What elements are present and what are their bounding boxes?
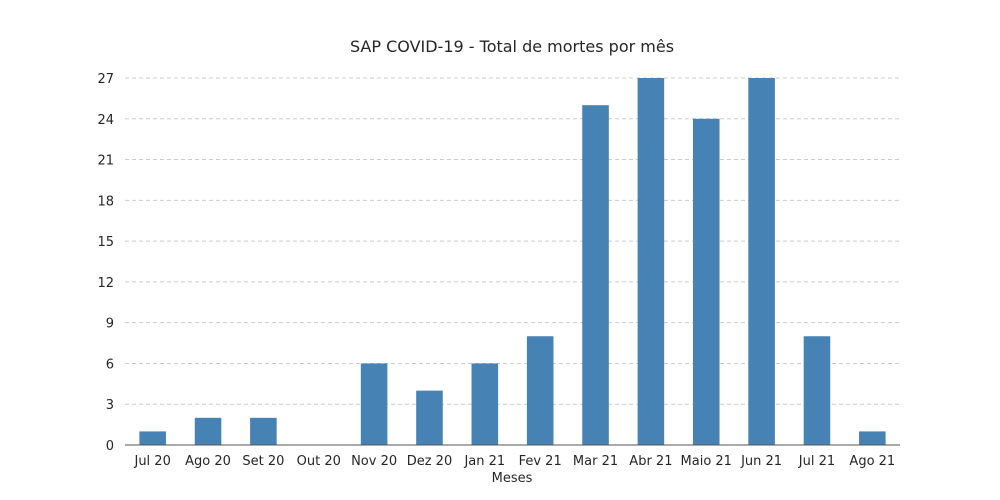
x-tick-label: Jul 21 (798, 454, 835, 469)
x-tick-label: Out 20 (297, 454, 341, 469)
bar (250, 417, 277, 445)
bar (360, 363, 388, 445)
x-axis-label: Meses (492, 471, 533, 486)
x-tick-labels: Jul 20 Ago 20 Set 20 Out 20 Nov 20 Dez 20 Jan … (133, 454, 895, 469)
bar (692, 118, 720, 446)
y-tick-labels: 0 3 6 9 12 15 18 21 24 27 (97, 72, 114, 454)
x-tick-label: Maio 21 (681, 454, 732, 469)
x-tick-label: Jun 21 (740, 454, 782, 469)
bar (748, 78, 775, 445)
y-tick-label: 0 (106, 439, 114, 454)
y-tick-label: 3 (106, 398, 114, 413)
x-tick-label: Set 20 (242, 454, 284, 469)
y-tick-label: 9 (106, 317, 114, 332)
x-tick-label: Abr 21 (629, 454, 672, 469)
y-tick-label: 21 (97, 154, 114, 169)
y-tick-label: 18 (97, 194, 114, 209)
bar (803, 336, 831, 445)
x-tick-label: Ago 20 (185, 454, 231, 469)
bar (582, 105, 609, 446)
y-tick-label: 24 (97, 113, 114, 128)
bar (859, 431, 886, 445)
y-tick-label: 15 (97, 235, 114, 250)
bar (194, 417, 222, 445)
bars (139, 78, 886, 446)
y-tick-label: 6 (106, 357, 114, 372)
bar (471, 363, 499, 445)
x-tick-label: Nov 20 (351, 454, 397, 469)
bar (526, 336, 554, 445)
y-tick-label: 12 (97, 276, 114, 291)
x-tick-label: Ago 21 (849, 454, 895, 469)
grid-layer (125, 77, 900, 405)
chart-title: SAP COVID-19 - Total de mortes por mês (350, 37, 674, 56)
x-tick-label: Jan 21 (463, 454, 505, 469)
bar (139, 431, 166, 445)
x-tick-label: Jul 20 (133, 454, 170, 469)
y-tick-label: 27 (97, 72, 114, 87)
bar (416, 390, 443, 445)
bar (637, 78, 665, 445)
x-tick-label: Dez 20 (407, 454, 453, 469)
x-tick-label: Mar 21 (573, 454, 618, 469)
x-tick-label: Fev 21 (519, 454, 562, 469)
